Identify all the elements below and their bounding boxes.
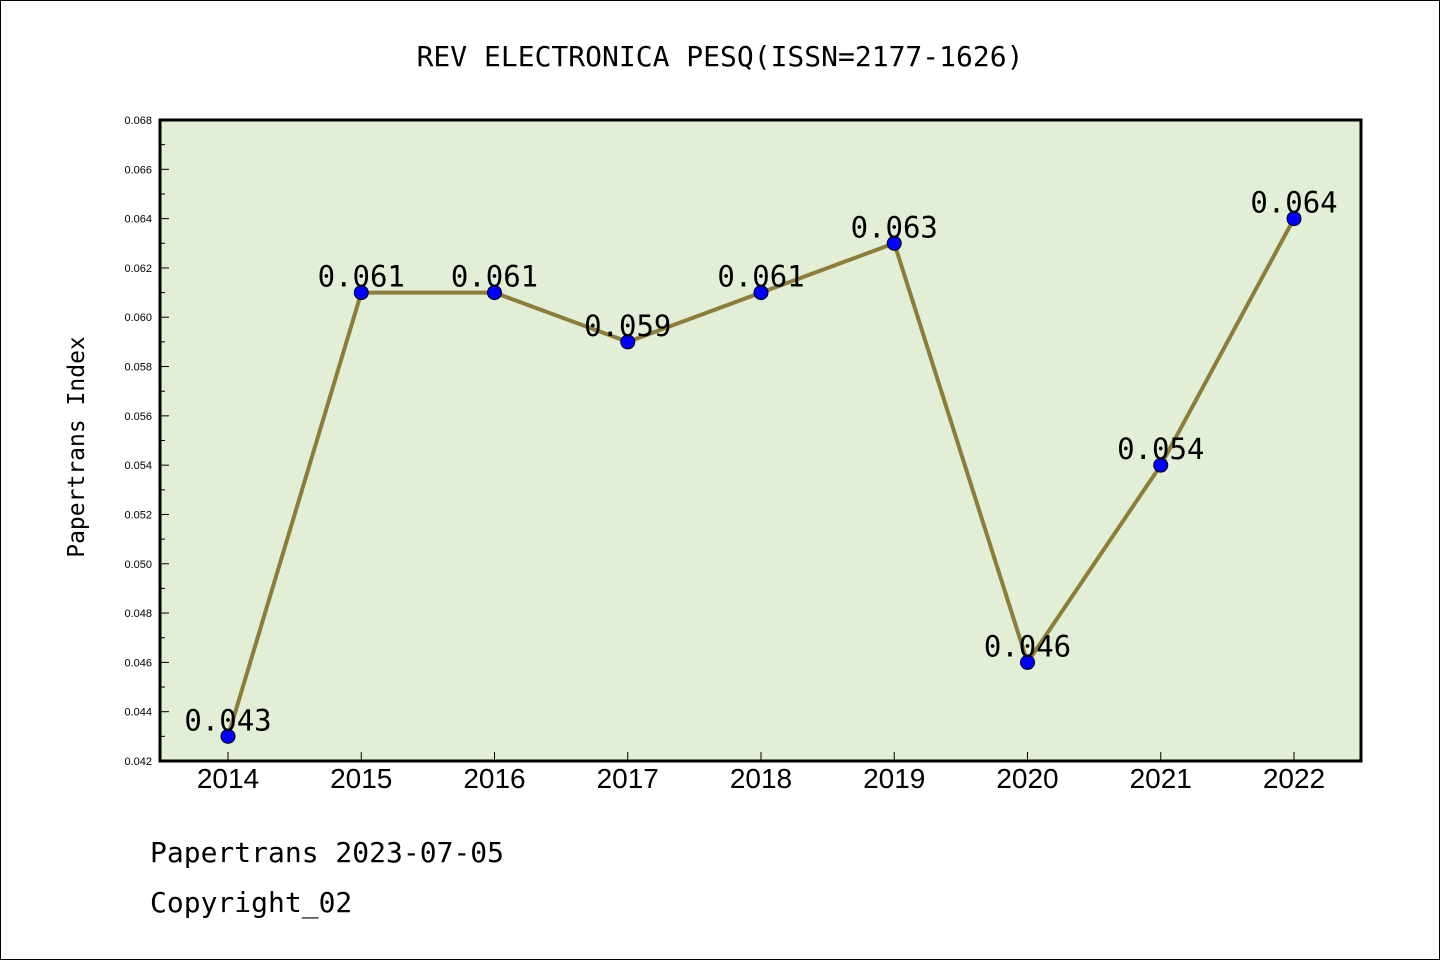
plot-area — [158, 118, 1363, 763]
x-axis: 2014 2015 2016 2017 2018 2019 2020 2021 2022 — [197, 752, 1325, 794]
x-tick-label: 2021 — [1130, 763, 1192, 794]
data-label: 0.061 — [451, 260, 538, 294]
y-tick-label: 0.042 — [124, 756, 152, 768]
data-point — [886, 235, 902, 251]
data-label: 0.046 — [984, 629, 1071, 663]
y-axis: 0.042 0.044 0.046 0.048 0.050 0.052 0.054 0.056… — [124, 115, 169, 768]
x-tick-label: 2020 — [996, 763, 1058, 794]
y-tick-label: 0.048 — [124, 608, 152, 620]
y-tick-label: 0.056 — [124, 411, 152, 423]
data-point — [220, 728, 236, 744]
x-tick-label: 2016 — [463, 763, 525, 794]
data-point — [353, 285, 369, 301]
y-tick-label: 0.050 — [124, 559, 152, 571]
y-tick-label: 0.052 — [124, 509, 152, 521]
data-point — [487, 285, 502, 301]
x-tick-label: 2019 — [863, 763, 925, 794]
data-label: 0.043 — [184, 703, 271, 737]
y-tick-label: 0.058 — [124, 362, 152, 374]
data-label: 0.054 — [1117, 432, 1204, 466]
x-tick-label: 2015 — [330, 763, 392, 794]
data-point — [1286, 211, 1302, 227]
chart-title: REV ELECTRONICA PESQ(ISSN=2177-1626) — [417, 40, 1024, 73]
x-tick-label: 2017 — [597, 763, 659, 794]
x-tick-label: 2022 — [1263, 763, 1325, 794]
data-point — [753, 285, 769, 301]
x-tick-label: 2018 — [730, 763, 792, 794]
footer-source: Papertrans 2023-07-05 — [150, 836, 505, 869]
y-tick-label: 0.054 — [124, 460, 152, 472]
y-tick-label: 0.066 — [124, 164, 152, 176]
data-label: 0.059 — [584, 309, 671, 343]
data-label: 0.064 — [1250, 186, 1337, 220]
data-point — [1153, 457, 1169, 473]
y-tick-label: 0.068 — [124, 115, 152, 127]
footer-copyright: Copyright_02 — [150, 886, 353, 919]
data-labels: 0.043 0.061 0.061 0.059 0.061 0.063 0.046 0.054… — [184, 186, 1337, 738]
y-tick-label: 0.060 — [124, 312, 152, 324]
data-point — [1020, 654, 1035, 670]
data-label: 0.061 — [717, 260, 804, 294]
data-point — [620, 334, 636, 350]
y-tick-label: 0.064 — [124, 214, 152, 226]
y-tick-label: 0.062 — [124, 263, 152, 275]
y-tick-label: 0.046 — [124, 657, 152, 669]
x-tick-label: 2014 — [197, 763, 259, 794]
y-axis-label: Papertrans Index — [64, 336, 90, 558]
data-label: 0.061 — [318, 260, 405, 294]
y-tick-label: 0.044 — [124, 707, 152, 719]
data-label: 0.063 — [851, 210, 938, 244]
data-points — [220, 211, 1302, 744]
